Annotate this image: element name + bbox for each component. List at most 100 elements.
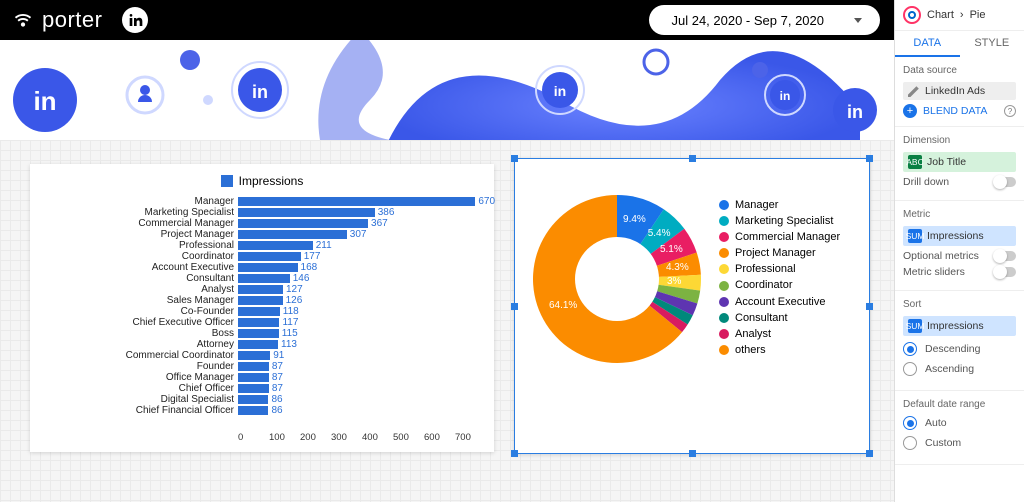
svg-text:in: in xyxy=(554,83,566,99)
bar-label: Chief Executive Officer xyxy=(38,317,238,328)
svg-text:in: in xyxy=(252,82,268,102)
legend-text: Commercial Manager xyxy=(735,231,840,243)
date-range-title: Default date range xyxy=(903,399,1016,410)
slice-pct-label: 5.4% xyxy=(648,228,671,239)
section-sort: Sort SUM Impressions Descending Ascendin… xyxy=(895,291,1024,391)
bar-label: Chief Officer xyxy=(38,383,238,394)
radio-off-icon xyxy=(903,436,917,450)
legend-text: Consultant xyxy=(735,312,788,324)
selection-handle[interactable] xyxy=(511,303,518,310)
bar-label: Sales Manager xyxy=(38,295,238,306)
bar-label: Consultant xyxy=(38,273,238,284)
legend-text: Manager xyxy=(735,199,778,211)
donut-container: 9.4%5.4%5.1%4.3%3%64.1% xyxy=(527,189,707,369)
optional-metrics-toggle[interactable] xyxy=(994,251,1016,261)
bar-label: Office Manager xyxy=(38,372,238,383)
svg-text:in: in xyxy=(33,86,56,116)
legend-text: Coordinator xyxy=(735,279,792,291)
section-date-range: Default date range Auto Custom xyxy=(895,391,1024,465)
dimension-chip[interactable]: ABC Job Title xyxy=(903,152,1016,172)
metric-value: Impressions xyxy=(927,230,984,242)
legend-text: Analyst xyxy=(735,328,771,340)
sort-asc-label: Ascending xyxy=(925,363,974,375)
dimension-value: Job Title xyxy=(927,156,966,168)
bar-row: Analyst 127 xyxy=(38,284,486,295)
bar-legend: Impressions xyxy=(30,164,494,188)
legend-text: Account Executive xyxy=(735,296,826,308)
bar-row: Attorney 113 xyxy=(38,339,486,350)
data-source-name: LinkedIn Ads xyxy=(925,85,985,97)
bar-row: Coordinator 177 xyxy=(38,251,486,262)
bars-container: Manager 670Marketing Specialist 386Comme… xyxy=(38,196,486,432)
tab-style[interactable]: STYLE xyxy=(960,31,1024,57)
selection-handle[interactable] xyxy=(689,155,696,162)
blend-label: BLEND DATA xyxy=(923,105,987,117)
pie-chart-card[interactable]: 9.4%5.4%5.1%4.3%3%64.1% ManagerMarketing… xyxy=(514,158,870,454)
metric-chip[interactable]: SUM Impressions xyxy=(903,226,1016,246)
sort-desc-row[interactable]: Descending xyxy=(903,342,1016,356)
slice-pct-label: 64.1% xyxy=(549,300,577,311)
blend-data-button[interactable]: + BLEND DATA ? xyxy=(903,104,1016,118)
bar-label: Digital Specialist xyxy=(38,394,238,405)
brand-text: porter xyxy=(42,7,102,33)
selection-handle[interactable] xyxy=(511,450,518,457)
data-source-chip[interactable]: LinkedIn Ads xyxy=(903,82,1016,100)
bar-row: Account Executive 168 xyxy=(38,262,486,273)
sort-asc-row[interactable]: Ascending xyxy=(903,362,1016,376)
drill-down-toggle[interactable] xyxy=(994,177,1016,187)
bar-label: Attorney xyxy=(38,339,238,350)
section-metric: Metric SUM Impressions Optional metrics … xyxy=(895,201,1024,291)
pie-legend-item: Manager xyxy=(719,199,861,211)
date-range-picker[interactable]: Jul 24, 2020 - Sep 7, 2020 xyxy=(649,5,880,35)
bar-row: Project Manager 307 xyxy=(38,229,486,240)
abc-icon: ABC xyxy=(908,155,922,169)
tab-data[interactable]: DATA xyxy=(895,31,960,57)
pie-legend-item: others xyxy=(719,344,861,356)
help-icon[interactable]: ? xyxy=(1004,105,1016,117)
bar-row: Chief Financial Officer 86 xyxy=(38,405,486,416)
bar-x-axis: 0100200300400500600700 xyxy=(238,432,486,446)
bar-row: Sales Manager 126 xyxy=(38,295,486,306)
drill-down-row: Drill down xyxy=(903,176,1016,188)
chevron-down-icon xyxy=(854,18,862,23)
slice-pct-label: 3% xyxy=(667,276,681,287)
bar-row: Co-Founder 118 xyxy=(38,306,486,317)
crumb-sep: › xyxy=(960,9,964,21)
sort-value: Impressions xyxy=(927,320,984,332)
bar-label: Manager xyxy=(38,196,238,207)
selection-handle[interactable] xyxy=(866,450,873,457)
svg-text:in: in xyxy=(780,89,791,103)
pie-legend-item: Account Executive xyxy=(719,296,861,308)
bar-label: Professional xyxy=(38,240,238,251)
legend-dot xyxy=(719,264,729,274)
legend-dot xyxy=(719,200,729,210)
bar-label: Chief Financial Officer xyxy=(38,405,238,416)
date-auto-row[interactable]: Auto xyxy=(903,416,1016,430)
legend-dot xyxy=(719,248,729,258)
bar-chart-card[interactable]: Impressions Manager 670Marketing Special… xyxy=(30,164,494,452)
sidebar-tabs: DATA STYLE xyxy=(895,31,1024,57)
top-bar: porter Jul 24, 2020 - Sep 7, 2020 xyxy=(0,0,894,40)
sort-chip[interactable]: SUM Impressions xyxy=(903,316,1016,336)
bar-label: Coordinator xyxy=(38,251,238,262)
wifi-icon xyxy=(14,11,32,29)
legend-dot xyxy=(719,313,729,323)
chart-type-icon xyxy=(903,6,921,24)
selection-handle[interactable] xyxy=(689,450,696,457)
sort-title: Sort xyxy=(903,299,1016,310)
selection-handle[interactable] xyxy=(866,155,873,162)
bar-row: Office Manager 87 xyxy=(38,372,486,383)
selection-handle[interactable] xyxy=(511,155,518,162)
pie-legend: ManagerMarketing SpecialistCommercial Ma… xyxy=(719,199,861,356)
legend-swatch xyxy=(221,175,233,187)
date-custom-row[interactable]: Custom xyxy=(903,436,1016,450)
bar-row: Commercial Coordinator 91 xyxy=(38,350,486,361)
report-canvas[interactable]: ✦ ⋮ Impressions Manager 670Marketing Spe… xyxy=(0,140,894,502)
selection-handle[interactable] xyxy=(866,303,873,310)
legend-dot xyxy=(719,232,729,242)
bar-row: Chief Officer 87 xyxy=(38,383,486,394)
banner-graphics: in in in in in xyxy=(0,40,894,140)
metric-sliders-toggle[interactable] xyxy=(994,267,1016,277)
bar-label: Commercial Coordinator xyxy=(38,350,238,361)
bar-row: Commercial Manager 367 xyxy=(38,218,486,229)
